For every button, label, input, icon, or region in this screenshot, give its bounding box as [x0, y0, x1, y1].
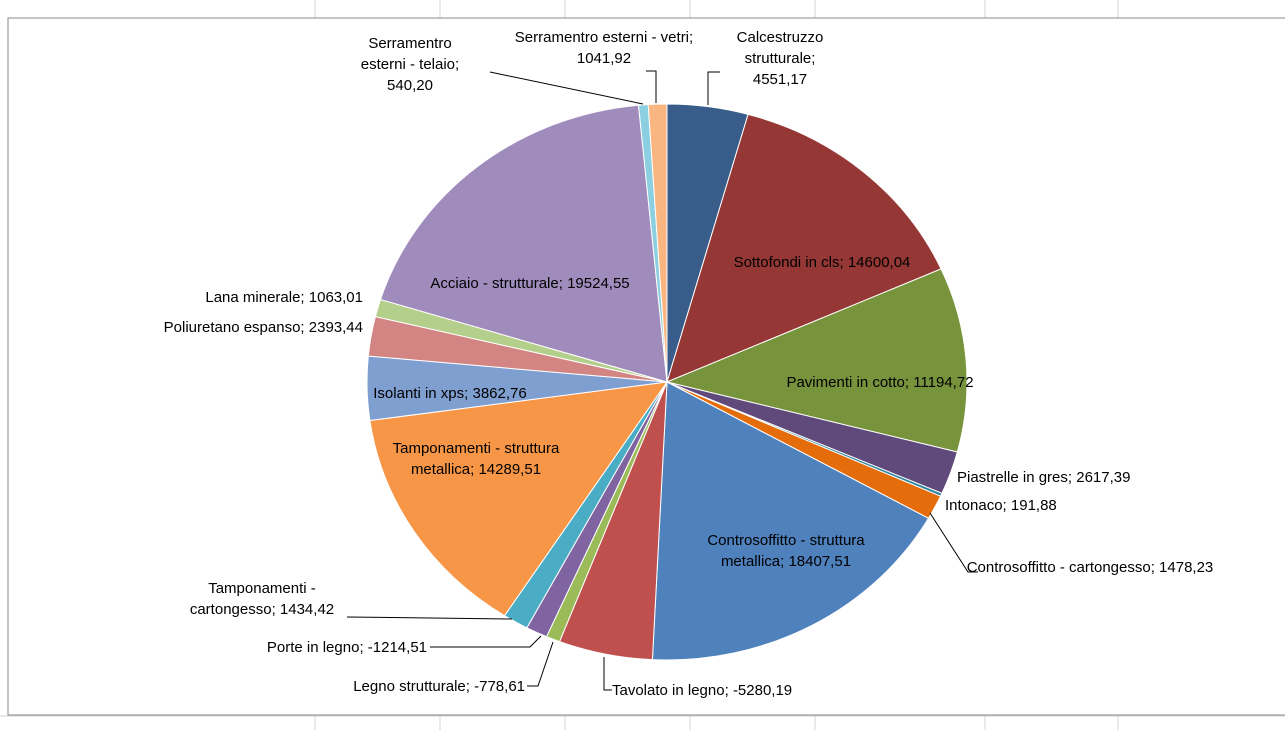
label-separator: ;	[780, 553, 789, 570]
label-separator: ;	[558, 275, 568, 292]
pie-slice	[666, 113, 942, 383]
data-label: Porte in legno; -1214,51	[267, 637, 427, 658]
label-separator: ;	[359, 639, 368, 656]
pie-slice	[379, 104, 668, 383]
data-label: Tamponamenti - cartongesso; 1434,42	[182, 578, 342, 620]
label-separator: ;	[300, 289, 309, 306]
category-name: Calcestruzzo strutturale	[736, 29, 824, 67]
label-separator: ;	[724, 682, 733, 699]
value-label: 2393,44	[308, 319, 363, 336]
label-separator: ;	[300, 319, 309, 336]
data-label: Poliuretano espanso; 2393,44	[164, 317, 363, 338]
label-separator: ;	[1150, 559, 1160, 576]
pie-slice	[665, 268, 968, 453]
label-separator: ;	[839, 254, 848, 271]
value-label: -5280,19	[732, 682, 793, 699]
data-label: Lana minerale; 1063,01	[205, 287, 363, 308]
data-label: Piastrelle in gres; 2617,39	[957, 467, 1130, 488]
label-separator: ;	[1067, 469, 1077, 486]
value-label: 11194,72	[913, 374, 974, 391]
value-label: 19524,55	[567, 275, 630, 292]
category-name: Sottofondi in cls	[733, 254, 840, 271]
value-label: 540,20	[387, 77, 433, 94]
leader-line	[489, 71, 644, 105]
category-name: Lana minerale	[205, 289, 301, 306]
value-label: 1063,01	[308, 289, 363, 306]
data-label: Isolanti in xps; 3862,76	[373, 383, 526, 404]
leader-line	[527, 641, 554, 687]
data-label: Sottofondi in cls; 14600,04	[734, 252, 911, 273]
leader-line	[707, 71, 720, 105]
category-name: Legno strutturale	[353, 678, 466, 695]
leader-line	[603, 657, 612, 691]
category-name: Intonaco	[945, 497, 1003, 514]
leader-line	[430, 635, 542, 648]
value-label: 191,88	[1010, 497, 1057, 514]
category-name: Serramentro esterni - vetri	[514, 29, 690, 46]
value-label: 2617,39	[1076, 469, 1131, 486]
data-label: Serramentro esterni - telaio; 540,20	[360, 33, 460, 96]
category-name: Tavolato in legno	[612, 682, 725, 699]
label-separator: ;	[811, 50, 816, 67]
data-label: Serramentro esterni - vetri; 1041,92	[489, 27, 719, 69]
value-label: 1041,92	[576, 50, 632, 67]
category-name: Serramentro esterni - telaio	[360, 35, 456, 73]
category-name: Tamponamenti - cartongesso	[189, 580, 316, 618]
data-label: Controsoffitto - cartongesso; 1478,23	[965, 557, 1215, 578]
data-label: Controsoffitto - struttura metallica; 18…	[681, 530, 891, 572]
label-separator: ;	[465, 678, 475, 695]
value-label: 3862,76	[472, 385, 527, 402]
value-label: 18407,51	[788, 553, 852, 570]
data-label: Pavimenti in cotto; 11194,72	[786, 372, 973, 393]
pie-slice	[651, 381, 930, 661]
value-label: 14289,51	[478, 461, 542, 478]
data-label: Intonaco; 191,88	[945, 495, 1057, 516]
category-name: Porte in legno	[266, 639, 360, 656]
label-separator: ;	[470, 461, 479, 478]
data-label: Legno strutturale; -778,61	[353, 676, 525, 697]
value-label: 4551,17	[752, 71, 808, 88]
leader-line	[346, 616, 513, 620]
pie-slice	[369, 381, 669, 617]
data-label: Tamponamenti - struttura metallica; 1428…	[376, 438, 576, 480]
category-name: Isolanti in xps	[373, 385, 465, 402]
category-name: Piastrelle in gres	[957, 469, 1068, 486]
category-name: Poliuretano espanso	[163, 319, 301, 336]
data-label: Acciaio - strutturale; 19524,55	[430, 273, 629, 294]
category-name: Tamponamenti - struttura metallica	[392, 440, 560, 478]
category-name: Controsoffitto - struttura metallica	[707, 532, 865, 570]
value-label: -778,61	[474, 678, 525, 695]
data-label: Calcestruzzo strutturale; 4551,17	[720, 27, 840, 90]
data-label: Tavolato in legno; -5280,19	[612, 680, 792, 701]
value-label: 14600,04	[847, 254, 911, 271]
label-separator: ;	[271, 601, 280, 618]
label-separator: ;	[464, 385, 473, 402]
value-label: 1434,42	[279, 601, 335, 618]
label-separator: ;	[904, 374, 914, 391]
category-name: Pavimenti in cotto	[786, 374, 905, 391]
leader-line	[929, 512, 978, 573]
category-name: Acciaio - strutturale	[430, 275, 559, 292]
label-separator: ;	[455, 56, 460, 73]
value-label: -1214,51	[367, 639, 427, 656]
label-separator: ;	[1002, 497, 1011, 514]
value-label: 1478,23	[1159, 559, 1214, 576]
category-name: Controsoffitto - cartongesso	[966, 559, 1151, 576]
pie-slice	[647, 103, 668, 383]
label-separator: ;	[689, 29, 694, 46]
leader-line	[646, 70, 657, 103]
